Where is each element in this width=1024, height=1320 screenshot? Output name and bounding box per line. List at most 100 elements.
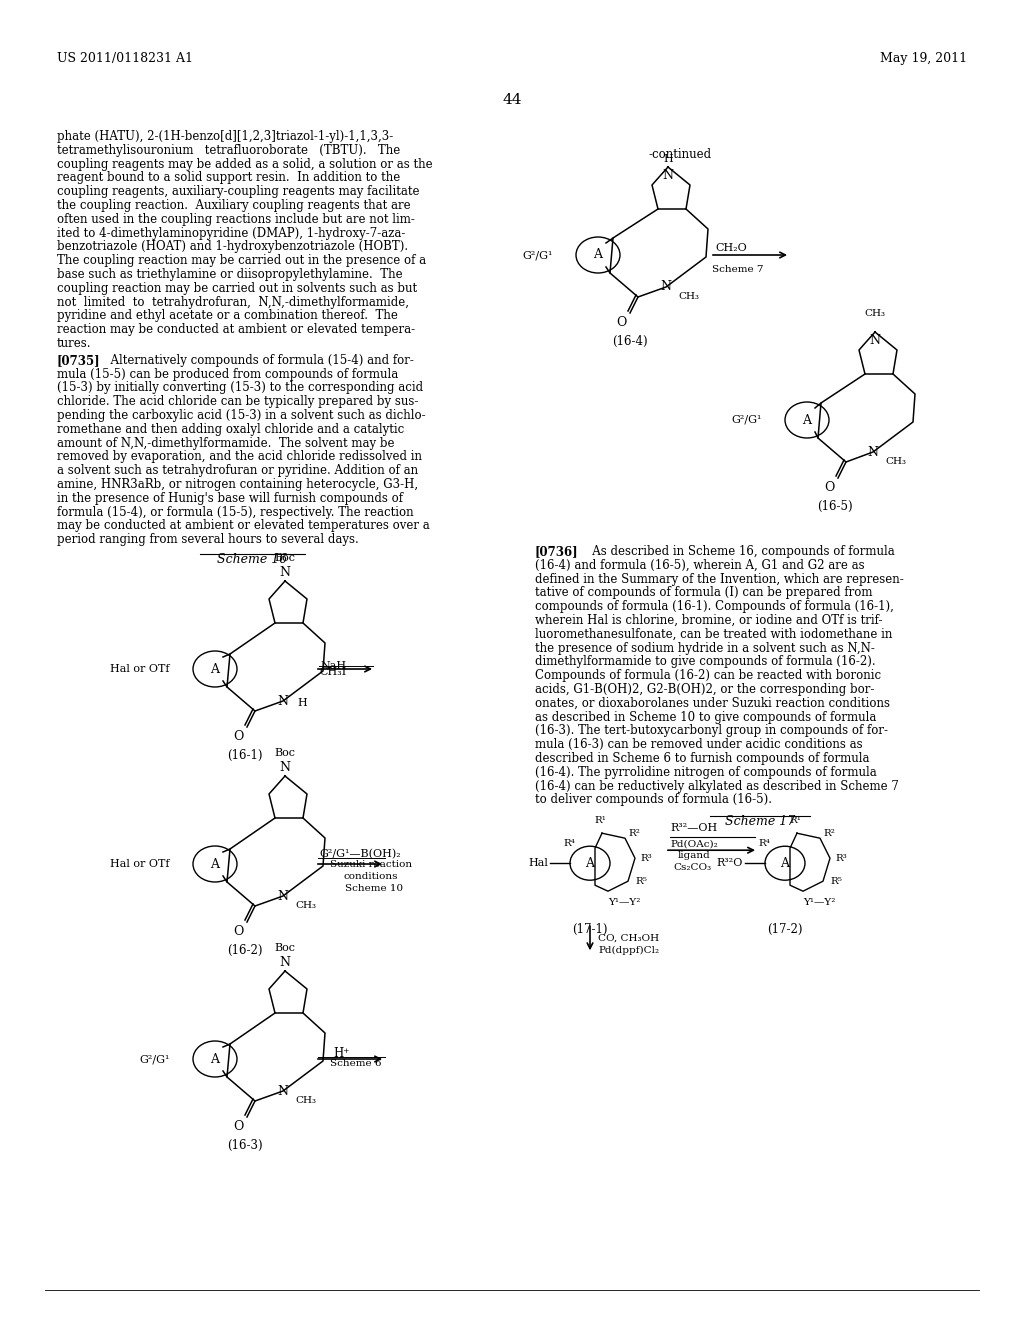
Text: defined in the Summary of the Invention, which are represen-: defined in the Summary of the Invention,… [535,573,904,586]
Text: (16-2): (16-2) [227,944,263,957]
Text: (15-3) by initially converting (15-3) to the corresponding acid: (15-3) by initially converting (15-3) to… [57,381,423,395]
Text: Boc: Boc [274,748,296,758]
Text: (16-4) can be reductively alkylated as described in Scheme 7: (16-4) can be reductively alkylated as d… [535,780,899,792]
Text: H: H [664,154,673,164]
Text: May 19, 2011: May 19, 2011 [880,51,967,65]
Text: amine, HNR3aRb, or nitrogen containing heterocycle, G3-H,: amine, HNR3aRb, or nitrogen containing h… [57,478,418,491]
Text: N: N [867,446,879,458]
Text: N: N [280,762,291,774]
Text: in the presence of Hunig's base will furnish compounds of: in the presence of Hunig's base will fur… [57,492,403,504]
Text: Scheme 6: Scheme 6 [330,1059,382,1068]
Text: Suzuki reaction: Suzuki reaction [330,861,412,869]
Text: [0736]: [0736] [535,545,579,558]
Text: R³: R³ [640,854,651,863]
Text: Scheme 7: Scheme 7 [712,265,764,275]
Text: amount of N,N,-dimethylformamide.  The solvent may be: amount of N,N,-dimethylformamide. The so… [57,437,394,450]
Text: US 2011/0118231 A1: US 2011/0118231 A1 [57,51,193,65]
Text: R⁵: R⁵ [830,876,842,886]
Text: A: A [586,857,595,870]
Text: coupling reagents may be added as a solid, a solution or as the: coupling reagents may be added as a soli… [57,157,432,170]
Text: the coupling reaction.  Auxiliary coupling reagents that are: the coupling reaction. Auxiliary couplin… [57,199,411,213]
Text: often used in the coupling reactions include but are not lim-: often used in the coupling reactions inc… [57,213,415,226]
Text: CO, CH₃OH: CO, CH₃OH [598,933,659,942]
Text: O: O [616,315,627,329]
Text: chloride. The acid chloride can be typically prepared by sus-: chloride. The acid chloride can be typic… [57,395,419,408]
Text: R²: R² [823,829,835,838]
Text: (16-3): (16-3) [227,1139,263,1152]
Text: R¹: R¹ [790,816,801,825]
Text: Scheme 10: Scheme 10 [345,884,403,894]
Text: (16-4) and formula (16-5), wherein A, G1 and G2 are as: (16-4) and formula (16-5), wherein A, G1… [535,558,864,572]
Text: R⁴: R⁴ [758,838,770,847]
Text: N: N [278,1085,289,1097]
Text: As described in Scheme 16, compounds of formula: As described in Scheme 16, compounds of … [581,545,895,558]
Text: A: A [803,413,811,426]
Text: G²/G¹: G²/G¹ [522,249,553,260]
Text: 44: 44 [502,92,522,107]
Text: NaH: NaH [319,661,346,671]
Text: acids, G1-B(OH)2, G2-B(OH)2, or the corresponding bor-: acids, G1-B(OH)2, G2-B(OH)2, or the corr… [535,682,874,696]
Text: Hal or OTf: Hal or OTf [111,859,170,869]
Text: N: N [280,956,291,969]
Text: G²/G¹: G²/G¹ [731,414,762,425]
Text: R⁵: R⁵ [635,876,647,886]
Text: N: N [280,566,291,579]
Text: O: O [824,480,835,494]
Text: Cs₂CO₃: Cs₂CO₃ [673,863,711,873]
Text: [0735]: [0735] [57,354,100,367]
Text: H⁺: H⁺ [333,1047,349,1060]
Text: R³²O: R³²O [717,858,743,869]
Text: tures.: tures. [57,337,91,350]
Text: H: H [297,698,307,708]
Text: tative of compounds of formula (I) can be prepared from: tative of compounds of formula (I) can b… [535,586,872,599]
Text: (16-4): (16-4) [612,335,648,348]
Text: Scheme 17: Scheme 17 [725,816,795,828]
Text: Boc: Boc [274,553,296,564]
Text: reaction may be conducted at ambient or elevated tempera-: reaction may be conducted at ambient or … [57,323,415,337]
Text: -continued: -continued [648,148,712,161]
Text: CH₃: CH₃ [678,292,699,301]
Text: Compounds of formula (16-2) can be reacted with boronic: Compounds of formula (16-2) can be react… [535,669,881,682]
Text: luoromethanesulfonate, can be treated with iodomethane in: luoromethanesulfonate, can be treated wi… [535,628,892,640]
Text: A: A [211,663,219,676]
Text: (16-5): (16-5) [817,500,853,513]
Text: Pd(OAc)₂: Pd(OAc)₂ [670,840,718,849]
Text: onates, or dioxaborolanes under Suzuki reaction conditions: onates, or dioxaborolanes under Suzuki r… [535,697,890,710]
Text: romethane and then adding oxalyl chloride and a catalytic: romethane and then adding oxalyl chlorid… [57,422,404,436]
Text: wherein Hal is chlorine, bromine, or iodine and OTf is trif-: wherein Hal is chlorine, bromine, or iod… [535,614,883,627]
Text: conditions: conditions [343,873,397,880]
Text: G²/G¹—B(OH)₂: G²/G¹—B(OH)₂ [319,849,400,859]
Text: not  limited  to  tetrahydrofuran,  N,N,-dimethylformamide,: not limited to tetrahydrofuran, N,N,-dim… [57,296,409,309]
Text: A: A [780,857,790,870]
Text: period ranging from several hours to several days.: period ranging from several hours to sev… [57,533,358,546]
Text: (16-1): (16-1) [227,748,263,762]
Text: compounds of formula (16-1). Compounds of formula (16-1),: compounds of formula (16-1). Compounds o… [535,601,894,614]
Text: described in Scheme 6 to furnish compounds of formula: described in Scheme 6 to furnish compoun… [535,752,869,766]
Text: Hal: Hal [528,858,548,869]
Text: coupling reagents, auxiliary-coupling reagents may facilitate: coupling reagents, auxiliary-coupling re… [57,185,420,198]
Text: coupling reaction may be carried out in solvents such as but: coupling reaction may be carried out in … [57,281,417,294]
Text: N: N [278,890,289,903]
Text: base such as triethylamine or diisopropylethylamine.  The: base such as triethylamine or diisopropy… [57,268,402,281]
Text: The coupling reaction may be carried out in the presence of a: The coupling reaction may be carried out… [57,255,426,267]
Text: Scheme 16: Scheme 16 [217,553,287,566]
Text: ligand: ligand [678,851,711,861]
Text: (17-2): (17-2) [767,923,803,936]
Text: mula (15-5) can be produced from compounds of formula: mula (15-5) can be produced from compoun… [57,367,398,380]
Text: (17-1): (17-1) [572,923,608,936]
Text: CH₃: CH₃ [885,457,906,466]
Text: Y¹—Y²: Y¹—Y² [803,898,836,907]
Text: may be conducted at ambient or elevated temperatures over a: may be conducted at ambient or elevated … [57,519,430,532]
Text: N: N [278,694,289,708]
Text: A: A [594,248,602,261]
Text: R¹: R¹ [594,816,606,825]
Text: O: O [233,1119,244,1133]
Text: CH₃I: CH₃I [319,667,346,677]
Text: phate (HATU), 2-(1H-benzo[d][1,2,3]triazol-1-yl)-1,1,3,3-: phate (HATU), 2-(1H-benzo[d][1,2,3]triaz… [57,129,393,143]
Text: pending the carboxylic acid (15-3) in a solvent such as dichlo-: pending the carboxylic acid (15-3) in a … [57,409,426,422]
Text: (16-4). The pyrrolidine nitrogen of compounds of formula: (16-4). The pyrrolidine nitrogen of comp… [535,766,877,779]
Text: formula (15-4), or formula (15-5), respectively. The reaction: formula (15-4), or formula (15-5), respe… [57,506,414,519]
Text: R⁴: R⁴ [563,838,575,847]
Text: Pd(dppf)Cl₂: Pd(dppf)Cl₂ [598,946,659,956]
Text: CH₃: CH₃ [295,1096,316,1105]
